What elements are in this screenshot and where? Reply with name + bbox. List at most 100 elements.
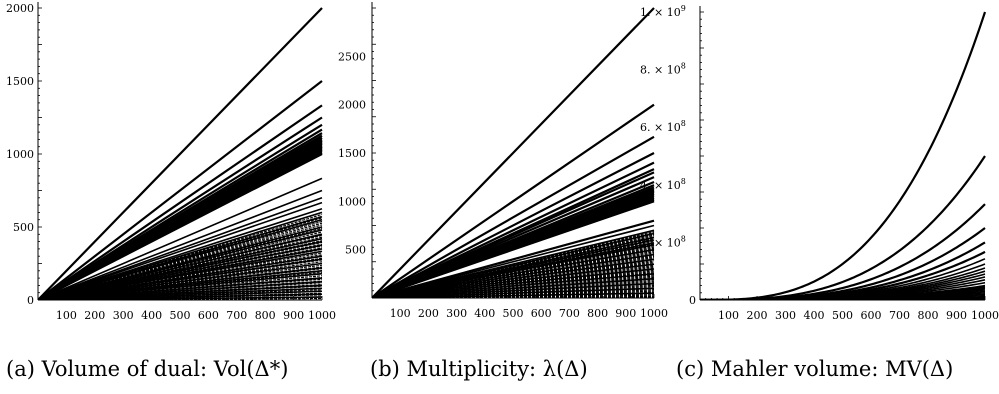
series-line bbox=[372, 259, 655, 298]
series-line bbox=[372, 274, 655, 298]
series-line bbox=[38, 262, 323, 300]
x-tick-label: 800 bbox=[587, 307, 608, 320]
series-line bbox=[38, 278, 323, 300]
x-tick-label: 200 bbox=[747, 309, 768, 322]
series-line bbox=[38, 297, 323, 300]
series-line bbox=[372, 277, 655, 298]
y-tick-label: 0 bbox=[27, 294, 34, 307]
series-line bbox=[38, 296, 323, 300]
panel-volume-of-dual: 100 200 300 400 500 600 700 800 900 1000 0 500 1000 1… bbox=[6, 2, 336, 381]
series-line bbox=[38, 104, 323, 300]
series-line bbox=[38, 268, 323, 300]
x-tick-label: 800 bbox=[918, 309, 939, 322]
series-line bbox=[38, 177, 323, 300]
series-line bbox=[372, 135, 655, 298]
x-tick-label: 300 bbox=[446, 307, 467, 320]
x-tick-label: 100 bbox=[718, 309, 739, 322]
y-tick-label: 1500 bbox=[6, 75, 34, 88]
series-line bbox=[38, 141, 323, 300]
series-line bbox=[38, 285, 323, 300]
series-line bbox=[372, 152, 655, 298]
series-line bbox=[38, 261, 323, 300]
x-tick-label: 500 bbox=[503, 307, 524, 320]
series-line bbox=[38, 80, 323, 300]
series-line bbox=[372, 247, 655, 298]
series-line bbox=[372, 281, 655, 298]
x-tick-label: 100 bbox=[390, 307, 411, 320]
x-tick-label: 600 bbox=[861, 309, 882, 322]
series-line bbox=[372, 291, 655, 298]
series-line bbox=[38, 7, 323, 300]
y-tick-label: 1. × 109 bbox=[640, 4, 686, 19]
series-line bbox=[372, 286, 655, 298]
series-group bbox=[372, 7, 655, 298]
series-line bbox=[372, 261, 655, 298]
series-line bbox=[372, 279, 655, 298]
series-line bbox=[38, 275, 323, 300]
x-tick-label: 600 bbox=[531, 307, 552, 320]
series-line bbox=[372, 276, 655, 298]
series-line bbox=[38, 266, 323, 300]
panel-mahler-volume: 100 200 300 400 500 600 700 800 900 1000 0 2. × 108… bbox=[640, 4, 999, 381]
series-line bbox=[372, 246, 655, 298]
series-line bbox=[372, 266, 655, 298]
x-tick-label: 100 bbox=[56, 309, 77, 322]
y-tick-label: 500 bbox=[345, 244, 366, 257]
x-tick-label: 200 bbox=[418, 307, 439, 320]
series-line bbox=[372, 284, 655, 298]
series-line bbox=[372, 269, 655, 298]
x-tick-label: 500 bbox=[170, 309, 191, 322]
x-tick-label: 1000 bbox=[971, 309, 999, 322]
series-group bbox=[700, 11, 987, 300]
series-line bbox=[372, 262, 655, 298]
series-line bbox=[372, 192, 655, 298]
series-line bbox=[372, 248, 655, 298]
series-line bbox=[372, 273, 655, 298]
series-line bbox=[38, 282, 323, 300]
x-tick-label: 400 bbox=[804, 309, 825, 322]
panel-multiplicity: 100 200 300 400 500 600 700 800 900 1000 500 1000 15… bbox=[338, 2, 668, 381]
series-line bbox=[372, 272, 655, 298]
series-line bbox=[38, 271, 323, 300]
series-line bbox=[372, 275, 655, 298]
y-tick-label: 1500 bbox=[338, 147, 366, 160]
series-line bbox=[372, 254, 655, 298]
series-line bbox=[372, 245, 655, 298]
x-tick-label: 1000 bbox=[640, 307, 668, 320]
y-tick-label: 6. × 108 bbox=[640, 119, 686, 134]
panel-caption: (b) Multiplicity: λ(Δ) bbox=[370, 357, 588, 381]
series-line bbox=[38, 264, 323, 300]
x-tick-label: 300 bbox=[113, 309, 134, 322]
series-line bbox=[372, 265, 655, 298]
x-tick-label: 700 bbox=[559, 307, 580, 320]
series-line bbox=[372, 290, 655, 298]
series-line bbox=[372, 258, 655, 298]
series-line bbox=[38, 289, 323, 300]
panel-caption: (c) Mahler volume: MV(Δ) bbox=[676, 357, 953, 381]
series-line bbox=[372, 294, 655, 298]
series-line bbox=[38, 283, 323, 300]
series-line bbox=[372, 103, 655, 298]
x-tick-label: 400 bbox=[141, 309, 162, 322]
series-line bbox=[372, 250, 655, 298]
x-tick-label: 500 bbox=[832, 309, 853, 322]
series-line bbox=[372, 264, 655, 298]
series-line bbox=[372, 255, 655, 298]
series-line bbox=[372, 230, 655, 298]
y-tick-label: 2000 bbox=[338, 99, 366, 112]
series-line bbox=[372, 295, 655, 298]
y-tick-label: 8. × 108 bbox=[640, 62, 686, 77]
series-line bbox=[38, 147, 323, 300]
series-line bbox=[38, 276, 323, 300]
y-tick-label: 1000 bbox=[338, 195, 366, 208]
x-tick-label: 400 bbox=[474, 307, 495, 320]
series-line bbox=[372, 268, 655, 298]
x-tick-label: 700 bbox=[889, 309, 910, 322]
y-tick-label: 2. × 108 bbox=[640, 234, 686, 249]
series-line bbox=[372, 252, 655, 298]
x-tick-label: 600 bbox=[198, 309, 219, 322]
x-tick-label: 700 bbox=[226, 309, 247, 322]
series-line bbox=[38, 273, 323, 300]
x-tick-label: 800 bbox=[255, 309, 276, 322]
series-line bbox=[372, 282, 655, 298]
